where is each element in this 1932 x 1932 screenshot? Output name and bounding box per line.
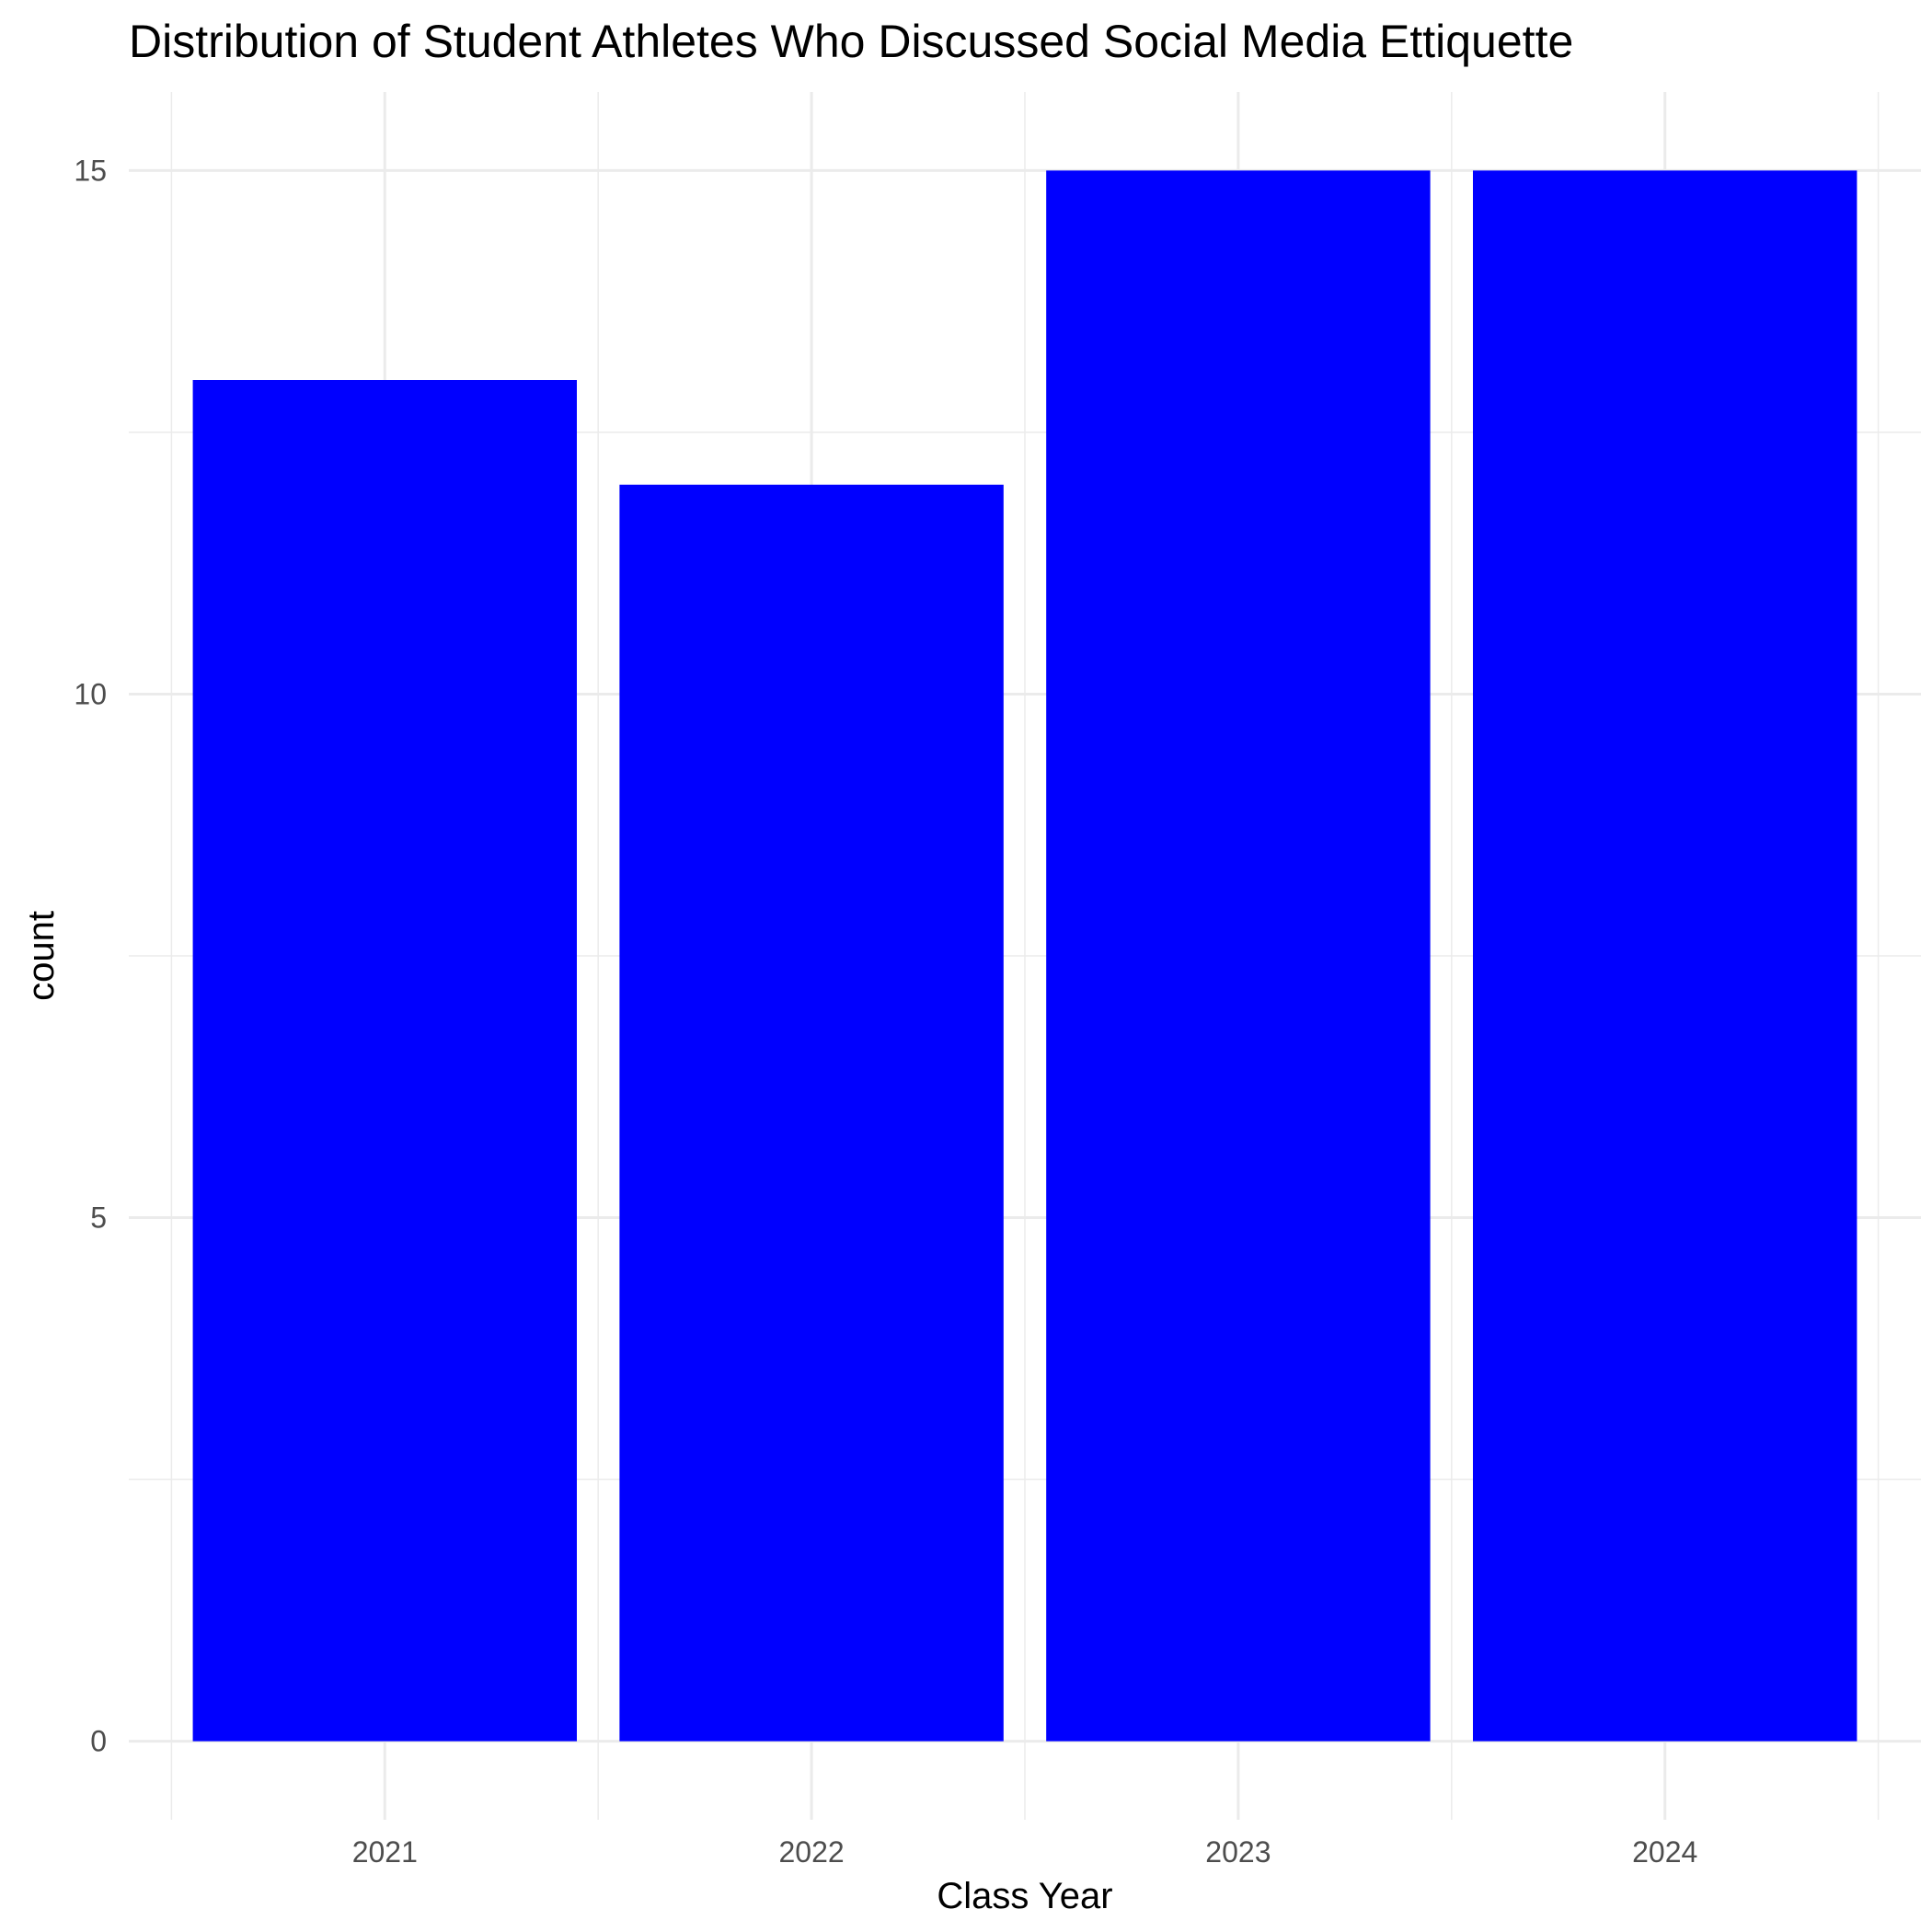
bar-2021 [192,380,578,1742]
x-tick-label: 2022 [779,1835,845,1869]
bar-2022 [619,484,1004,1742]
x-tick-label: 2024 [1632,1835,1697,1869]
y-tick-label: 0 [90,1725,107,1758]
chart-title: Distribution of Student Athletes Who Dis… [129,16,1573,67]
y-tick-label: 10 [74,677,107,710]
y-tick-label: 15 [74,154,107,187]
y-axis-title: count [21,911,62,1001]
x-tick-labels: 2021 2022 2023 2024 [352,1835,1698,1869]
x-tick-label: 2021 [352,1835,418,1869]
x-axis-title: Class Year [937,1876,1112,1916]
x-tick-label: 2023 [1205,1835,1271,1869]
bar-2023 [1046,170,1431,1742]
y-tick-label: 5 [90,1202,107,1235]
bar-2024 [1473,170,1857,1742]
y-tick-labels: 0 5 10 15 [74,154,107,1757]
bars [192,170,1857,1742]
